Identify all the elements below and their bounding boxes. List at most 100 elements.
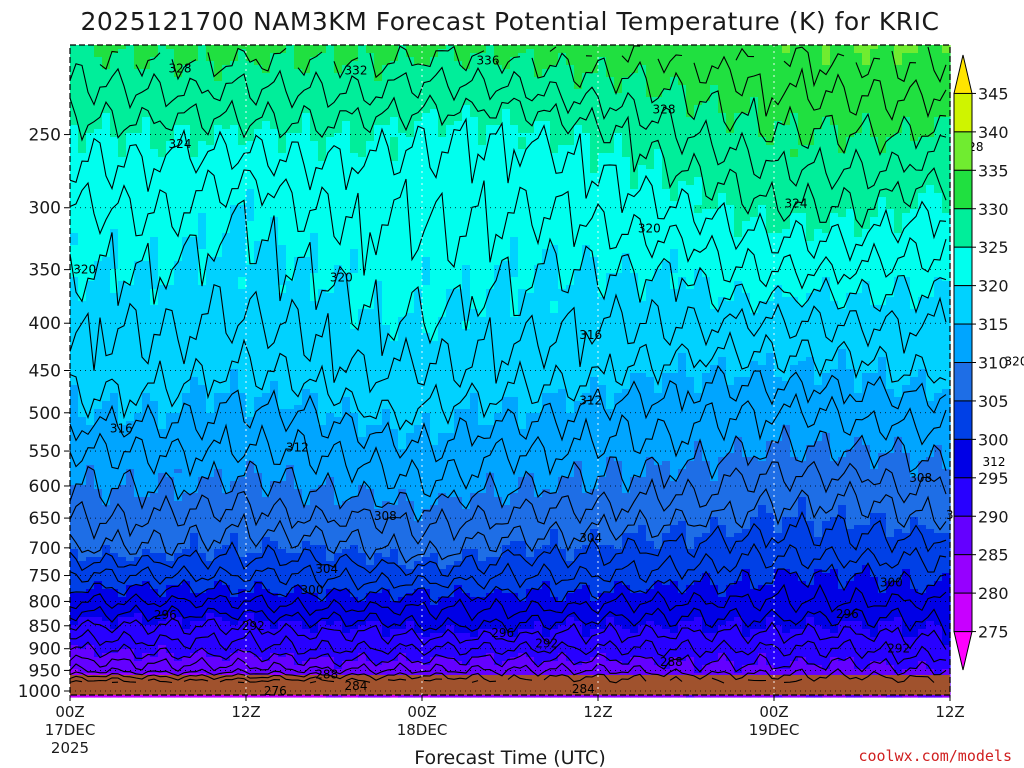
theta-cell (102, 141, 111, 146)
theta-cell (294, 529, 303, 534)
theta-cell (270, 385, 279, 390)
theta-cell (206, 429, 215, 434)
theta-cell (134, 633, 143, 638)
theta-cell (246, 337, 255, 342)
theta-cell (126, 225, 135, 230)
theta-cell (302, 273, 311, 278)
theta-cell (214, 657, 223, 662)
theta-cell (302, 101, 311, 106)
theta-cell (246, 413, 255, 418)
theta-cell (190, 349, 199, 354)
theta-cell (278, 309, 287, 314)
theta-cell (206, 281, 215, 286)
theta-cell (238, 497, 247, 502)
theta-cell (94, 313, 103, 318)
theta-cell (230, 249, 239, 254)
theta-cell (78, 445, 87, 450)
theta-cell (262, 653, 271, 658)
theta-cell (118, 273, 127, 278)
theta-cell (78, 133, 87, 138)
theta-cell (270, 149, 279, 154)
theta-cell (206, 245, 215, 250)
theta-cell (230, 469, 239, 474)
theta-cell (270, 561, 279, 566)
theta-cell (310, 85, 319, 90)
theta-cell (302, 529, 311, 534)
theta-cell (190, 389, 199, 394)
theta-cell (78, 53, 87, 58)
theta-cell (286, 73, 295, 78)
theta-cell (126, 249, 135, 254)
theta-cell (230, 533, 239, 538)
theta-cell (102, 281, 111, 286)
theta-cell (86, 249, 95, 254)
theta-cell (310, 321, 319, 326)
theta-cell (70, 317, 79, 322)
theta-cell (278, 357, 287, 362)
theta-cell (126, 237, 135, 242)
theta-cell (150, 337, 159, 342)
theta-cell (134, 297, 143, 302)
theta-cell (262, 365, 271, 370)
theta-cell (254, 53, 263, 58)
theta-cell (310, 453, 319, 458)
theta-cell (294, 457, 303, 462)
theta-cell (102, 629, 111, 634)
theta-cell (78, 245, 87, 250)
theta-cell (134, 81, 143, 86)
theta-cell (294, 189, 303, 194)
theta-cell (118, 493, 127, 498)
theta-cell (118, 553, 127, 558)
theta-cell (110, 389, 119, 394)
theta-cell (222, 125, 231, 130)
theta-cell (246, 529, 255, 534)
theta-cell (246, 89, 255, 94)
theta-cell (222, 77, 231, 82)
theta-cell (70, 601, 79, 606)
theta-cell (70, 469, 79, 474)
theta-cell (94, 481, 103, 486)
theta-cell (270, 429, 279, 434)
theta-cell (190, 453, 199, 458)
theta-cell (278, 257, 287, 262)
theta-cell (222, 385, 231, 390)
theta-cell (262, 273, 271, 278)
theta-cell (94, 365, 103, 370)
theta-cell (102, 93, 111, 98)
theta-cell (134, 53, 143, 58)
theta-cell (286, 325, 295, 330)
theta-cell (142, 265, 151, 270)
theta-cell (94, 241, 103, 246)
theta-cell (78, 109, 87, 114)
theta-cell (86, 285, 95, 290)
theta-cell (286, 337, 295, 342)
theta-cell (270, 129, 279, 134)
theta-cell (158, 217, 167, 222)
theta-cell (302, 301, 311, 306)
theta-cell (118, 53, 127, 58)
theta-cell (70, 525, 79, 530)
theta-cell (214, 81, 223, 86)
theta-cell (198, 417, 207, 422)
theta-cell (238, 337, 247, 342)
theta-cell (214, 157, 223, 162)
theta-cell (150, 389, 159, 394)
theta-cell (142, 77, 151, 82)
theta-cell (190, 237, 199, 242)
theta-cell (126, 113, 135, 118)
theta-cell (302, 297, 311, 302)
theta-cell (222, 361, 231, 366)
theta-cell (94, 457, 103, 462)
theta-cell (158, 413, 167, 418)
theta-cell (254, 181, 263, 186)
theta-cell (286, 493, 295, 498)
theta-cell (214, 149, 223, 154)
theta-cell (198, 465, 207, 470)
theta-cell (158, 257, 167, 262)
theta-cell (262, 521, 271, 526)
theta-cell (102, 361, 111, 366)
theta-cell (286, 281, 295, 286)
theta-cell (270, 85, 279, 90)
theta-cell (198, 237, 207, 242)
theta-cell (206, 417, 215, 422)
